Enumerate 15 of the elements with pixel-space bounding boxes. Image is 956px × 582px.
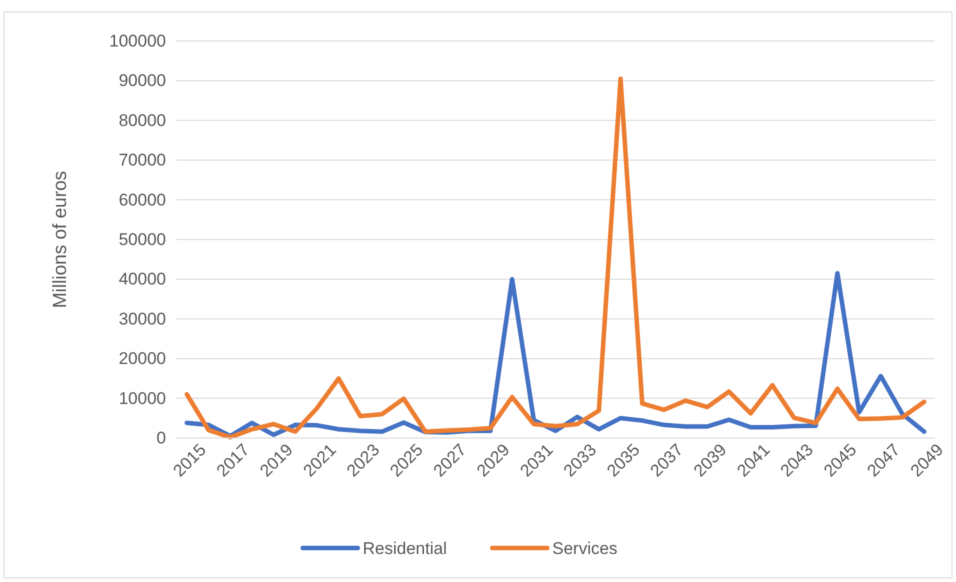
y-tick-label: 20000 — [118, 349, 166, 368]
y-tick-label: 60000 — [118, 190, 166, 210]
y-axis-title: Millions of euros — [50, 170, 71, 308]
y-tick-label: 0 — [156, 428, 166, 448]
y-tick-label: 100000 — [109, 31, 166, 50]
y-tick-label: 80000 — [118, 110, 166, 130]
y-tick-label: 70000 — [118, 150, 166, 170]
legend-label: Residential — [362, 539, 447, 558]
legend-label: Services — [552, 539, 618, 558]
line-series — [184, 76, 926, 440]
y-tick-label: 90000 — [118, 71, 166, 90]
y-tick-label: 40000 — [118, 270, 166, 289]
y-tick-label: 50000 — [118, 230, 166, 249]
y-tick-label: 10000 — [118, 388, 166, 408]
y-tick-label: 30000 — [118, 309, 166, 328]
